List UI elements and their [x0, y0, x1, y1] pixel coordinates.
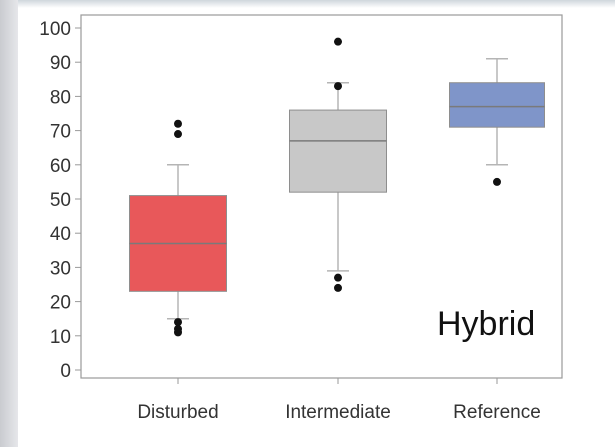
y-tick-label-60: 60	[50, 156, 71, 177]
box-disturbed	[129, 119, 227, 337]
outlier-disturbed-2	[174, 318, 182, 327]
outlier-intermediate-3	[334, 283, 342, 292]
x-label-intermediate: Intermediate	[285, 402, 391, 423]
x-axis: Disturbed Intermediate Reference	[137, 378, 541, 423]
box-reference	[449, 58, 545, 186]
left-decor-band	[0, 0, 18, 447]
top-decor-band	[0, 0, 615, 8]
outlier-intermediate-1	[334, 82, 342, 91]
y-tick-label-30: 30	[50, 258, 71, 279]
outlier-disturbed-1	[174, 130, 182, 139]
y-tick-label-10: 10	[50, 327, 71, 348]
outlier-disturbed-4	[174, 328, 182, 337]
x-label-reference: Reference	[453, 402, 541, 423]
box-body-intermediate	[289, 109, 387, 193]
y-tick-label-90: 90	[50, 53, 71, 74]
plot-area	[80, 14, 563, 379]
outlier-intermediate-0	[334, 37, 342, 46]
box-intermediate	[289, 37, 387, 292]
box-body-reference	[449, 82, 545, 128]
y-tick-label-40: 40	[50, 224, 71, 245]
y-tick-label-50: 50	[50, 190, 71, 211]
y-tick-label-100: 100	[39, 19, 71, 40]
outlier-disturbed-0	[174, 119, 182, 128]
y-tick-label-20: 20	[50, 293, 71, 314]
y-axis: 0 10 20 30 40 50 60 70 80 90 100	[39, 19, 81, 382]
x-label-disturbed: Disturbed	[137, 402, 218, 423]
plot-frame	[80, 14, 563, 379]
y-tick-label-70: 70	[50, 122, 71, 143]
y-tick-label-0: 0	[60, 361, 71, 382]
outlier-reference-0	[493, 177, 501, 186]
annotation-hybrid: Hybrid	[437, 305, 535, 343]
outlier-intermediate-2	[334, 273, 342, 282]
y-tick-label-80: 80	[50, 87, 71, 108]
